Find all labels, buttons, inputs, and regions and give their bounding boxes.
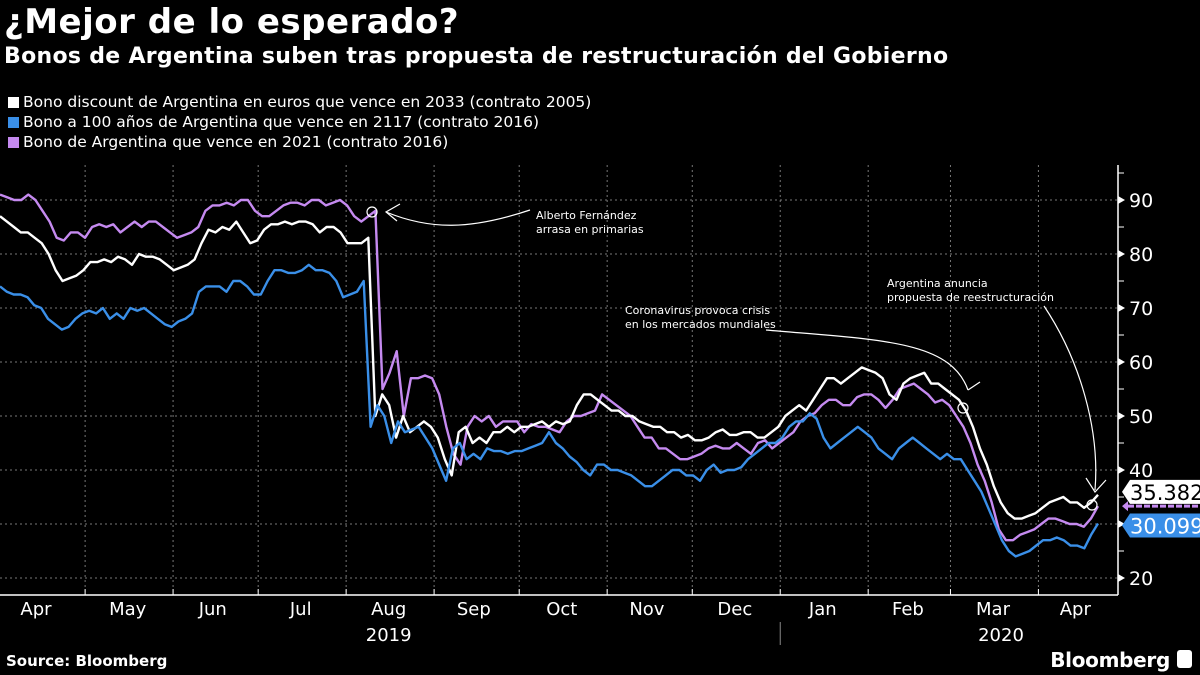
legend-swatch-blue xyxy=(8,116,19,128)
y-tick-marker xyxy=(1118,358,1125,366)
annotation-text: Coronavirus provoca crisis xyxy=(625,304,770,317)
x-year-label: 2019 xyxy=(366,625,412,646)
y-tick-label: 40 xyxy=(1129,460,1153,482)
y-tick-marker xyxy=(1118,412,1125,420)
y-tick-label: 50 xyxy=(1129,406,1153,428)
y-tick-marker xyxy=(1118,574,1125,582)
annotation-arrowhead xyxy=(1085,477,1107,493)
y-tick-label: 20 xyxy=(1129,568,1153,590)
y-tick-marker xyxy=(1118,304,1125,312)
x-tick-label: Apr xyxy=(20,599,52,620)
annotation-arrow xyxy=(385,209,531,226)
annotation-marker xyxy=(957,402,969,414)
value-label-white-box xyxy=(1122,479,1200,504)
x-year-label: 2020 xyxy=(978,625,1024,646)
legend-item-century-2117: Bono a 100 años de Argentina que vence e… xyxy=(8,112,591,132)
x-tick-label: Dec xyxy=(717,599,752,620)
annotation-text: Alberto Fernández xyxy=(536,209,637,222)
legend-item-bond-2021: Bono de Argentina que vence en 2021 (con… xyxy=(8,132,591,152)
legend-swatch-purple xyxy=(8,136,19,148)
series-line-century_2117 xyxy=(0,263,1100,558)
end-value-labels: 35.382 30.099 xyxy=(1122,479,1200,538)
x-tick-label: May xyxy=(109,599,147,620)
annotation-text: Argentina anuncia xyxy=(887,277,988,290)
source-note: Source: Bloomberg xyxy=(6,652,168,670)
value-label-blue-box xyxy=(1122,513,1200,538)
y-tick-marker xyxy=(1118,520,1125,528)
legend-label: Bono discount de Argentina en euros que … xyxy=(23,93,592,111)
annotation-arrowhead xyxy=(384,203,401,222)
annotation-marker xyxy=(1086,499,1098,511)
x-tick-label: Mar xyxy=(976,599,1011,620)
annotation-text: en los mercados mundiales xyxy=(625,318,776,331)
x-tick-label: Aug xyxy=(371,599,406,620)
annotation-arrow xyxy=(765,329,969,391)
y-tick-marker xyxy=(1118,196,1125,204)
x-tick-label: Nov xyxy=(629,599,664,620)
bloomberg-chart-icon xyxy=(1177,650,1192,668)
x-tick-label: Oct xyxy=(546,599,577,620)
annotation-text: arrasa en primarias xyxy=(536,223,644,236)
annotation-arrowhead xyxy=(967,381,981,391)
chart-subtitle: Bonos de Argentina suben tras propuesta … xyxy=(4,44,949,69)
legend-label: Bono de Argentina que vence en 2021 (con… xyxy=(23,133,449,151)
legend-label: Bono a 100 años de Argentina que vence e… xyxy=(23,113,540,131)
legend-item-discount-2033: Bono discount de Argentina en euros que … xyxy=(8,92,591,112)
chart-title: ¿Mejor de lo esperado? xyxy=(4,2,460,42)
x-tick-label: Apr xyxy=(1060,599,1092,620)
legend-swatch-white xyxy=(8,96,19,108)
y-tick-label: 90 xyxy=(1129,190,1153,212)
value-label-white: 35.382 xyxy=(1130,481,1200,505)
legend: Bono discount de Argentina en euros que … xyxy=(8,92,591,152)
y-tick-label: 60 xyxy=(1129,352,1153,374)
x-tick-label: Jan xyxy=(808,599,837,620)
y-tick-marker xyxy=(1118,250,1125,258)
y-tick-marker xyxy=(1118,466,1125,474)
x-tick-label: Jul xyxy=(289,599,312,620)
value-label-purple xyxy=(1122,501,1128,512)
annotation-arrow xyxy=(1043,305,1097,491)
series-line-bond_2021 xyxy=(0,193,1100,542)
x-tick-label: Jun xyxy=(198,599,227,620)
x-tick-label: Feb xyxy=(892,599,924,620)
series-line-discount_2033 xyxy=(0,215,1099,520)
bloomberg-logo: Bloomberg xyxy=(1050,648,1170,672)
value-label-blue: 30.099 xyxy=(1130,514,1200,538)
y-tick-label: 70 xyxy=(1129,298,1153,320)
y-tick-label: 80 xyxy=(1129,244,1153,266)
annotation-marker xyxy=(366,206,378,218)
annotation-text: propuesta de reestructuración xyxy=(887,291,1054,304)
x-tick-label: Sep xyxy=(457,599,491,620)
